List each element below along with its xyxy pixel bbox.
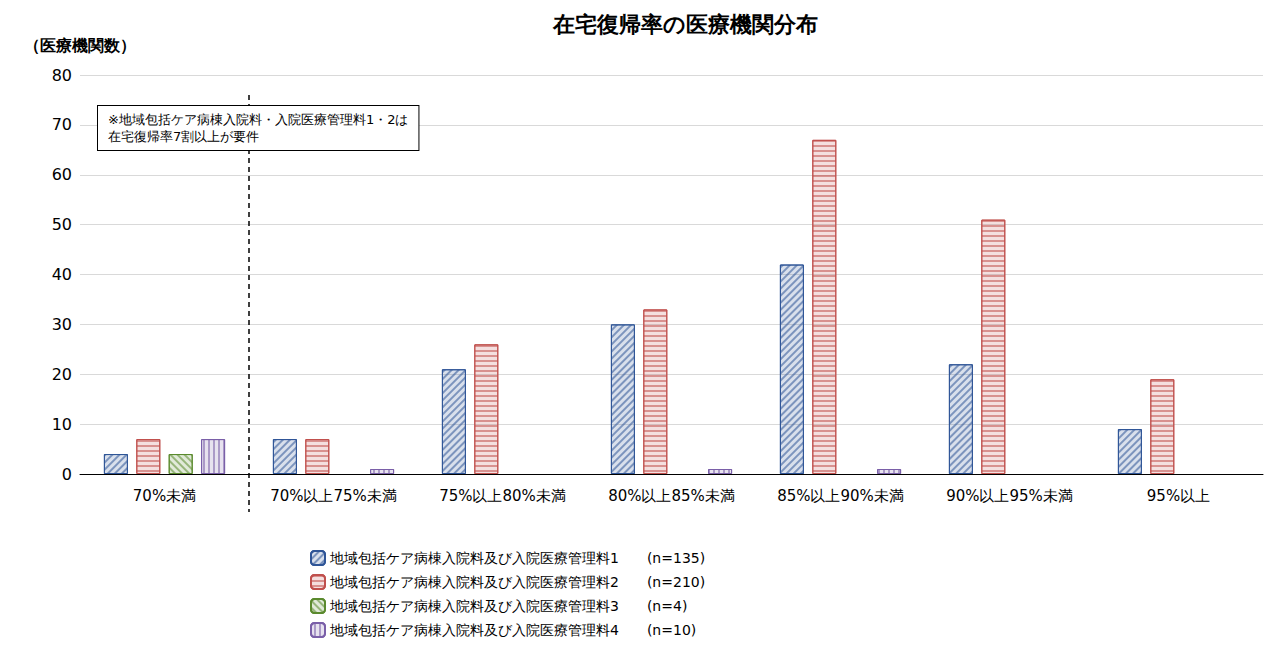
svg-text:地域包括ケア病棟入院料及び入院医療管理料4 (n=10): 地域包括ケア病棟入院料及び入院医療管理料4 (n=10) [329,622,696,638]
svg-text:※地域包括ケア病棟入院料・入院医療管理料1・2は: ※地域包括ケア病棟入院料・入院医療管理料1・2は [108,112,408,127]
svg-text:在宅復帰率7割以上が要件: 在宅復帰率7割以上が要件 [108,129,259,144]
svg-text:90%以上95%未満: 90%以上95%未満 [946,487,1073,505]
svg-text:20: 20 [52,365,72,384]
svg-text:75%以上80%未満: 75%以上80%未満 [439,487,566,505]
svg-text:60: 60 [52,165,72,184]
svg-text:70%未満: 70%未満 [133,487,196,505]
svg-text:0: 0 [62,465,72,484]
svg-text:80%以上85%未満: 80%以上85%未満 [608,487,735,505]
svg-text:85%以上90%未満: 85%以上90%未満 [777,487,904,505]
svg-text:地域包括ケア病棟入院料及び入院医療管理料2 (n=210): 地域包括ケア病棟入院料及び入院医療管理料2 (n=210) [329,574,705,590]
svg-text:在宅復帰率の医療機関分布: 在宅復帰率の医療機関分布 [552,12,818,37]
svg-text:地域包括ケア病棟入院料及び入院医療管理料1 (n=135): 地域包括ケア病棟入院料及び入院医療管理料1 (n=135) [329,550,705,566]
svg-text:50: 50 [52,215,72,234]
svg-text:40: 40 [52,265,72,284]
svg-text:80: 80 [52,66,72,85]
svg-text:10: 10 [52,415,72,434]
svg-text:70%以上75%未満: 70%以上75%未満 [270,487,397,505]
svg-text:95%以上: 95%以上 [1147,487,1210,505]
svg-text:70: 70 [52,115,72,134]
svg-text:（医療機関数）: （医療機関数） [24,36,136,55]
svg-text:地域包括ケア病棟入院料及び入院医療管理料3 (n=4): 地域包括ケア病棟入院料及び入院医療管理料3 (n=4) [329,598,687,614]
svg-text:30: 30 [52,315,72,334]
